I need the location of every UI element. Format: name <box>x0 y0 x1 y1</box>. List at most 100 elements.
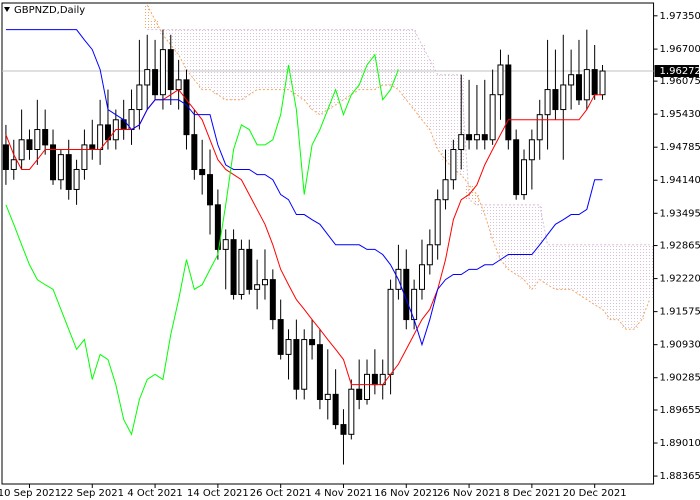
cloud-hatch <box>339 29 348 100</box>
x-tick-label: 8 Dec 2021 <box>503 488 561 499</box>
cloud-hatch <box>535 204 544 280</box>
candle-body <box>575 74 582 101</box>
cloud-hatch <box>567 244 576 290</box>
cloud-hatch <box>229 29 238 100</box>
candle-body <box>89 144 96 151</box>
cloud-hatch <box>253 29 262 90</box>
current-price-label: 1.96272 <box>660 66 700 77</box>
x-tick-label: 20 Dec 2021 <box>563 488 627 499</box>
cloud-hatch <box>480 204 489 215</box>
cloud-edge <box>147 29 650 246</box>
candle-body <box>568 74 575 86</box>
y-tick-label: 1.88365 <box>660 471 700 482</box>
cloud-hatch <box>363 29 371 90</box>
cloud-hatch <box>402 29 411 100</box>
y-tick-label: 1.92220 <box>660 274 700 285</box>
candle-body <box>301 339 308 390</box>
cloud-hatch <box>527 204 536 290</box>
candle-body <box>261 279 268 286</box>
cloud-hatch <box>488 204 497 240</box>
cloud-hatch <box>221 29 230 100</box>
y-tick-label: 1.95430 <box>660 109 700 120</box>
candle-body <box>207 174 214 206</box>
title-icon <box>4 7 10 12</box>
cloud-hatch <box>551 244 560 290</box>
cloud-hatch <box>496 204 505 260</box>
y-tick-label: 1.93495 <box>660 208 700 219</box>
candle-body <box>544 89 551 116</box>
candle-body <box>324 393 331 400</box>
cloud-hatch <box>394 29 403 90</box>
candle-body <box>505 64 512 141</box>
candle-body <box>371 373 378 386</box>
candle-body <box>18 139 25 161</box>
cloud-hatch <box>606 244 615 320</box>
cloud-hatch <box>637 244 646 320</box>
y-tick-label: 1.97350 <box>660 11 700 22</box>
indicator-line <box>5 53 399 436</box>
candle-body <box>144 69 151 86</box>
cloud-hatch <box>622 244 630 330</box>
candle-body <box>348 388 355 435</box>
x-tick-label: 26 Oct 2021 <box>250 488 312 499</box>
candle-body <box>222 239 229 250</box>
candle-body <box>2 144 9 170</box>
cloud-hatch <box>465 184 473 200</box>
cloud-hatch <box>425 59 434 130</box>
candle-body <box>316 344 323 400</box>
candle-body <box>269 279 276 321</box>
candle-body <box>246 248 253 290</box>
candle-body <box>175 79 182 91</box>
cloud-hatch <box>410 29 419 110</box>
cloud-hatch <box>284 29 293 90</box>
cloud-hatch <box>630 244 638 330</box>
candle-body <box>450 149 457 181</box>
candle-body <box>466 134 473 141</box>
cloud-hatch <box>316 29 324 115</box>
cloud-hatch <box>347 29 356 95</box>
candle-body <box>536 114 543 141</box>
candle-body <box>136 84 143 111</box>
cloud-hatch <box>512 204 521 275</box>
y-tick-label: 1.94140 <box>660 175 700 186</box>
candle-body <box>481 134 488 141</box>
candle-body <box>473 134 480 141</box>
candle-body <box>191 134 198 170</box>
cloud-hatch <box>598 244 607 310</box>
candle-body <box>128 109 135 131</box>
candle-body <box>254 284 261 290</box>
x-tick-label: 14 Oct 2021 <box>187 488 249 499</box>
candle-body <box>26 139 33 151</box>
cloud-hatch <box>355 29 364 90</box>
cloud-hatch <box>582 244 591 300</box>
cloud-hatch <box>433 74 442 150</box>
candle-body <box>364 373 371 400</box>
cloud-hatch <box>261 29 269 90</box>
cloud-edge <box>146 4 651 330</box>
cloud-hatch <box>237 29 246 100</box>
candle-body <box>332 393 339 426</box>
candle-body <box>50 144 57 181</box>
y-tick-label: 1.90285 <box>660 373 700 384</box>
candle-body <box>513 139 520 196</box>
candle-body <box>285 339 292 355</box>
x-tick-label: 10 Sep 2021 <box>0 488 61 499</box>
candle-body <box>230 239 237 295</box>
candle-body <box>434 199 441 246</box>
candle-body <box>426 244 433 266</box>
candle-body <box>599 70 606 96</box>
candle-body <box>521 159 528 196</box>
cloud-hatch <box>543 244 552 285</box>
x-tick-label: 26 Nov 2021 <box>437 488 501 499</box>
cloud-hatch <box>300 29 309 100</box>
candle-body <box>583 69 590 101</box>
cloud-hatch <box>143 5 152 30</box>
candle-body <box>238 248 245 295</box>
cloud-hatch <box>441 74 450 160</box>
cloud-hatch <box>473 194 481 205</box>
x-tick-label: 16 Nov 2021 <box>374 488 438 499</box>
y-tick-label: 1.91575 <box>660 307 700 318</box>
cloud-hatch <box>276 29 285 90</box>
current-price-box <box>654 65 699 78</box>
candle-body <box>418 264 425 290</box>
